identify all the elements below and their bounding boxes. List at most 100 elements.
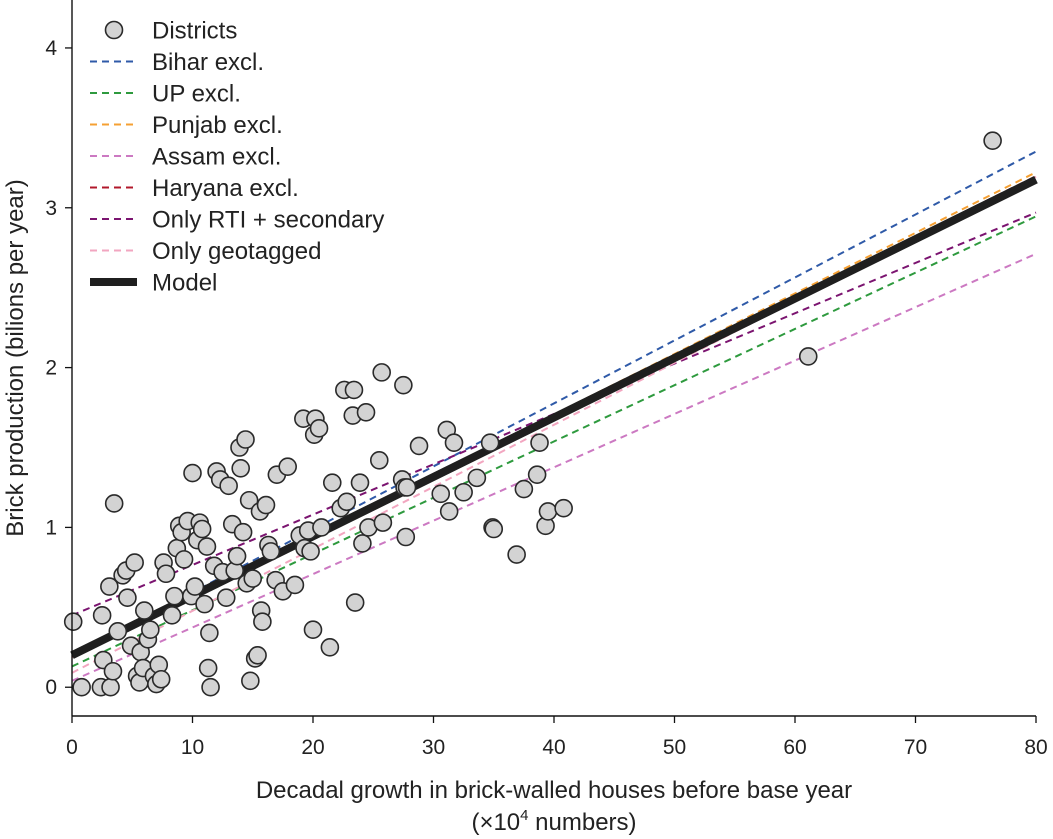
district-point	[231, 458, 250, 478]
x-tick-label: 50	[663, 736, 686, 759]
x-tick-label: 30	[422, 736, 445, 759]
legend-label: Only RTI + secondary	[152, 207, 384, 234]
district-point	[100, 577, 119, 596]
district-point	[484, 519, 504, 539]
series-line-assam-excl	[71, 252, 1037, 682]
district-point	[261, 542, 281, 561]
district-point	[165, 586, 184, 606]
district-point	[108, 621, 128, 641]
series-line-up-excl	[71, 215, 1037, 668]
district-point	[409, 436, 429, 456]
legend-label: Model	[152, 270, 217, 297]
district-point	[63, 612, 83, 632]
district-point	[397, 478, 417, 497]
district-point	[798, 347, 818, 366]
district-point	[507, 545, 526, 564]
district-point	[104, 494, 124, 513]
district-point	[538, 502, 558, 521]
legend-label: Assam excl.	[152, 144, 281, 171]
legend-marker-districts	[104, 20, 124, 40]
district-point	[253, 612, 272, 632]
district-point	[372, 363, 391, 382]
x-tick-label: 60	[783, 736, 806, 759]
legend-label: Only geotagged	[152, 238, 321, 265]
district-point	[233, 522, 253, 542]
district-point	[369, 450, 389, 470]
district-point	[554, 498, 573, 518]
x-tick-label: 80	[1024, 736, 1047, 759]
district-point	[201, 677, 220, 697]
district-point	[320, 637, 340, 657]
y-tick-label: 0	[45, 676, 57, 699]
district-point	[241, 671, 260, 691]
district-point	[530, 433, 549, 453]
x-axis-unit: (×104 numbers)	[471, 807, 636, 836]
district-point	[101, 677, 120, 697]
district-point	[337, 492, 357, 512]
district-point	[444, 433, 464, 453]
district-point	[303, 620, 323, 639]
district-point	[92, 606, 112, 625]
y-tick-label: 2	[45, 357, 57, 380]
district-point	[431, 484, 451, 504]
district-point	[285, 575, 305, 595]
x-axis-title: Decadal growth in brick-walled houses be…	[256, 777, 852, 804]
district-point	[236, 430, 255, 449]
data-points	[63, 131, 1002, 697]
x-tick-label: 40	[542, 736, 565, 759]
y-tick-label: 4	[45, 37, 57, 60]
x-tick-label: 10	[181, 736, 204, 759]
district-point	[322, 473, 342, 492]
district-point	[256, 495, 276, 515]
legend-label: UP excl.	[152, 81, 241, 108]
y-tick-label: 3	[45, 197, 57, 220]
district-point	[373, 513, 393, 532]
legend-label: Districts	[152, 18, 237, 45]
district-point	[356, 403, 376, 422]
x-tick-label: 70	[904, 736, 927, 759]
district-point	[278, 457, 297, 476]
x-ticks: 0 10 20 30 40 50 60 70 80	[66, 716, 1048, 759]
y-ticks: 0 1 2 3 4	[45, 37, 72, 699]
district-point	[301, 542, 320, 561]
legend-label: Haryana excl.	[152, 175, 299, 202]
district-point	[103, 661, 123, 681]
district-point	[185, 577, 205, 596]
district-point	[183, 463, 202, 483]
district-point	[396, 527, 416, 547]
district-point	[162, 606, 182, 625]
district-point	[219, 476, 238, 496]
district-point	[198, 658, 218, 678]
district-point	[125, 553, 144, 572]
district-point	[141, 620, 160, 639]
district-point	[454, 482, 473, 502]
district-point	[135, 601, 154, 620]
legend: Districts Bihar excl. UP excl. Punjab excl.…	[90, 18, 384, 297]
district-point	[350, 473, 370, 492]
district-point	[200, 623, 219, 643]
district-point	[216, 588, 236, 608]
legend-label: Punjab excl.	[152, 112, 283, 139]
district-point	[72, 677, 91, 697]
legend-label: Bihar excl.	[152, 49, 264, 76]
district-point	[514, 479, 534, 499]
district-point	[248, 645, 267, 665]
district-point	[197, 537, 217, 556]
district-point	[353, 534, 372, 553]
district-point	[312, 518, 331, 537]
district-point	[527, 465, 547, 484]
district-point	[174, 550, 194, 569]
district-point	[467, 468, 487, 488]
district-point	[239, 490, 259, 510]
district-point	[439, 502, 459, 521]
district-point	[243, 569, 263, 588]
y-tick-label: 1	[45, 516, 57, 539]
district-point	[192, 519, 212, 539]
district-point	[983, 131, 1002, 150]
y-axis-title: Brick production (bilions per year)	[2, 179, 29, 536]
district-point	[394, 375, 413, 395]
x-tick-label: 20	[301, 736, 324, 759]
district-point	[480, 433, 500, 453]
district-point	[309, 419, 329, 438]
